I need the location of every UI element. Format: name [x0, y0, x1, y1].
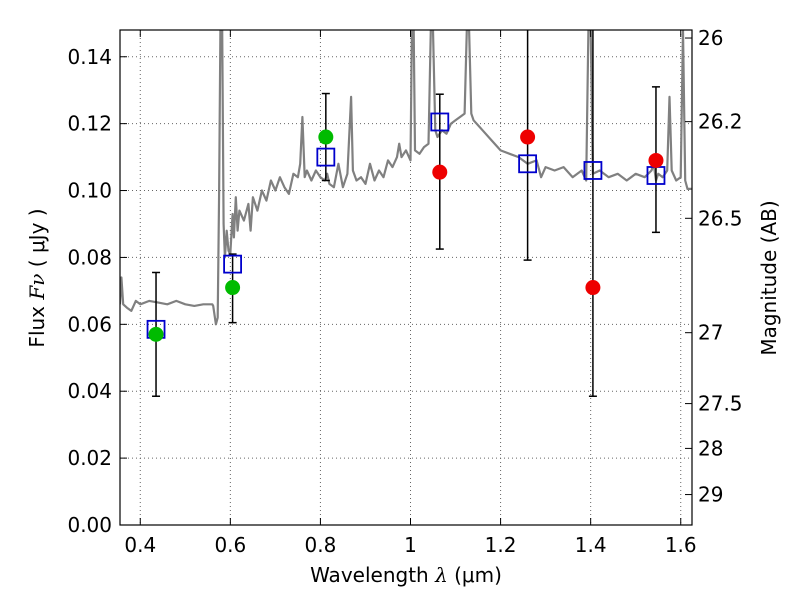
mag-tick-label: 27.5 [698, 392, 743, 416]
x-axis-label-symbol: λ [434, 563, 448, 587]
model-square-point [223, 254, 242, 274]
x-tick-label: 1.2 [485, 533, 517, 557]
mag-tick-label: 26.2 [698, 110, 743, 134]
tick-layer: 0.4 0.6 0.8 1 1.2 1.4 1.6 0.00 0.02 0.04 0.06 0.08 0… [67, 26, 742, 557]
y-tick-label: 0.12 [67, 112, 112, 136]
x-tick-label: 1 [404, 533, 417, 557]
x-axis-label-prefix: Wavelength [310, 563, 429, 587]
y-axis-label: Flux Fν ( μJy ) [25, 208, 49, 347]
y-tick-label: 0.10 [67, 179, 112, 203]
model-square-point [316, 147, 336, 167]
green-data-point [225, 280, 241, 296]
right-axis-label: Magnitude (AB) [757, 200, 781, 355]
x-axis-label-unit: (μm) [454, 563, 502, 587]
red-data-point [432, 164, 448, 180]
y-axis-label-prefix: Flux [25, 306, 49, 348]
y-tick-label: 0.02 [67, 446, 112, 470]
x-tick-label: 1.4 [575, 533, 607, 557]
x-tick-label: 0.4 [124, 533, 156, 557]
x-tick-label: 1.6 [665, 533, 697, 557]
red-data-point [520, 129, 536, 145]
marker-layer [146, 112, 666, 342]
green-data-point [148, 326, 164, 342]
mag-tick-label: 28 [698, 436, 723, 460]
y-axis-label-symbol: Fν [25, 274, 49, 301]
spectrum-layer [120, 30, 692, 326]
mag-tick-label: 27 [698, 321, 723, 345]
model-square-point [583, 161, 603, 180]
red-data-point [648, 152, 664, 168]
y-tick-label: 0.14 [67, 45, 112, 69]
red-data-point [585, 280, 601, 296]
errorbar-layer [152, 30, 660, 397]
x-axis-label: Wavelength λ (μm) [310, 563, 502, 587]
y-axis-label-unit: ( μJy ) [25, 208, 49, 267]
grid [120, 30, 692, 526]
spectrum-line [120, 30, 692, 326]
mag-tick-label: 29 [698, 483, 723, 507]
y-tick-label: 0.08 [67, 245, 112, 269]
x-tick-label: 0.8 [305, 533, 337, 557]
green-data-point [318, 129, 334, 145]
plot-frame [119, 29, 693, 526]
y-tick-label: 0.04 [67, 379, 112, 403]
model-square-point [430, 112, 450, 132]
x-tick-label: 0.6 [214, 533, 246, 557]
y-tick-label: 0.06 [67, 312, 112, 336]
y-tick-label: 0.00 [67, 513, 112, 537]
mag-tick-label: 26 [698, 26, 723, 50]
mag-tick-label: 26.5 [698, 206, 743, 230]
model-square-point [518, 154, 538, 174]
